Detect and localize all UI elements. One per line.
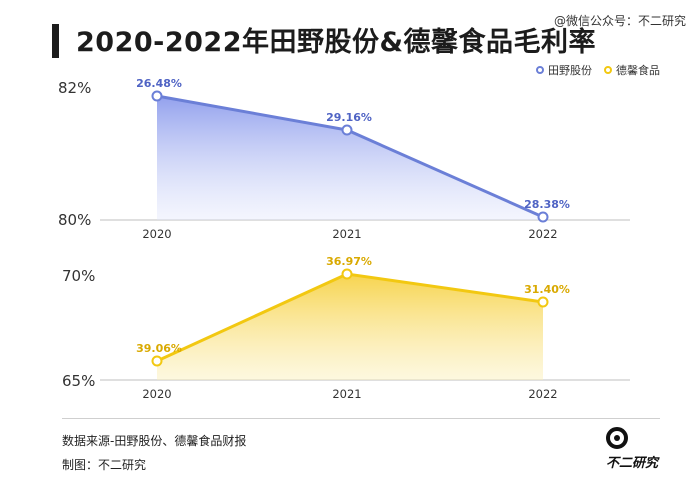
data-point-tianye-2020 <box>151 90 163 102</box>
title-accent-bar <box>52 24 59 58</box>
legend-label-2: 德馨食品 <box>616 64 660 77</box>
data-label-tianye-2022: 28.38% <box>524 198 570 211</box>
x-tick-label-top-2020: 2020 <box>142 227 171 241</box>
data-label-dexin-2021: 36.97% <box>326 255 372 268</box>
y-tick-label-bottom-max: 70% <box>62 267 95 285</box>
data-label-dexin-2022: 31.40% <box>524 283 570 296</box>
data-point-dexin-2022 <box>537 296 549 308</box>
data-point-dexin-2021 <box>341 268 353 280</box>
data-label-dexin-2020: 39.06% <box>136 342 182 355</box>
y-tick-label-top-max: 82% <box>58 79 91 97</box>
legend-marker-2 <box>604 66 612 74</box>
area-fill-dexin <box>157 274 543 380</box>
chart-title: 2020-2022年田野股份&德馨食品毛利率 <box>76 27 597 58</box>
legend-marker-1 <box>536 66 544 74</box>
data-point-tianye-2021 <box>341 124 353 136</box>
data-label-tianye-2021: 29.16% <box>326 111 372 124</box>
data-point-tianye-2022 <box>537 211 549 223</box>
x-tick-label-bottom-2021: 2021 <box>332 387 361 401</box>
x-tick-label-bottom-2020: 2020 <box>142 387 171 401</box>
data-label-tianye-2020: 26.48% <box>136 77 182 90</box>
x-tick-label-top-2021: 2021 <box>332 227 361 241</box>
legend-label-1: 田野股份 <box>548 64 592 77</box>
chart-canvas: 82% 80% 26.48% 29.16% 28.38% 2020 2021 2… <box>58 77 630 401</box>
chart-credit: 制图：不二研究 <box>62 458 147 472</box>
data-source-note: 数据来源-田野股份、德馨食品财报 <box>62 434 247 448</box>
x-tick-label-bottom-2022: 2022 <box>528 387 557 401</box>
x-tick-label-top-2022: 2022 <box>528 227 557 241</box>
brand-logo-icon <box>606 427 628 449</box>
legend: 田野股份 德馨食品 <box>536 62 660 78</box>
legend-item-1: 田野股份 <box>536 62 592 78</box>
y-tick-label-top-min: 80% <box>58 211 91 229</box>
y-tick-label-bottom-min: 65% <box>62 372 95 390</box>
legend-item-2: 德馨食品 <box>604 62 660 78</box>
data-point-dexin-2020 <box>151 355 163 367</box>
brand-name: 不二研究 <box>605 456 658 471</box>
watermark-text: @微信公众号：不二研究 <box>553 14 686 28</box>
footer-divider <box>62 418 660 419</box>
area-fill-tianye <box>157 96 543 220</box>
